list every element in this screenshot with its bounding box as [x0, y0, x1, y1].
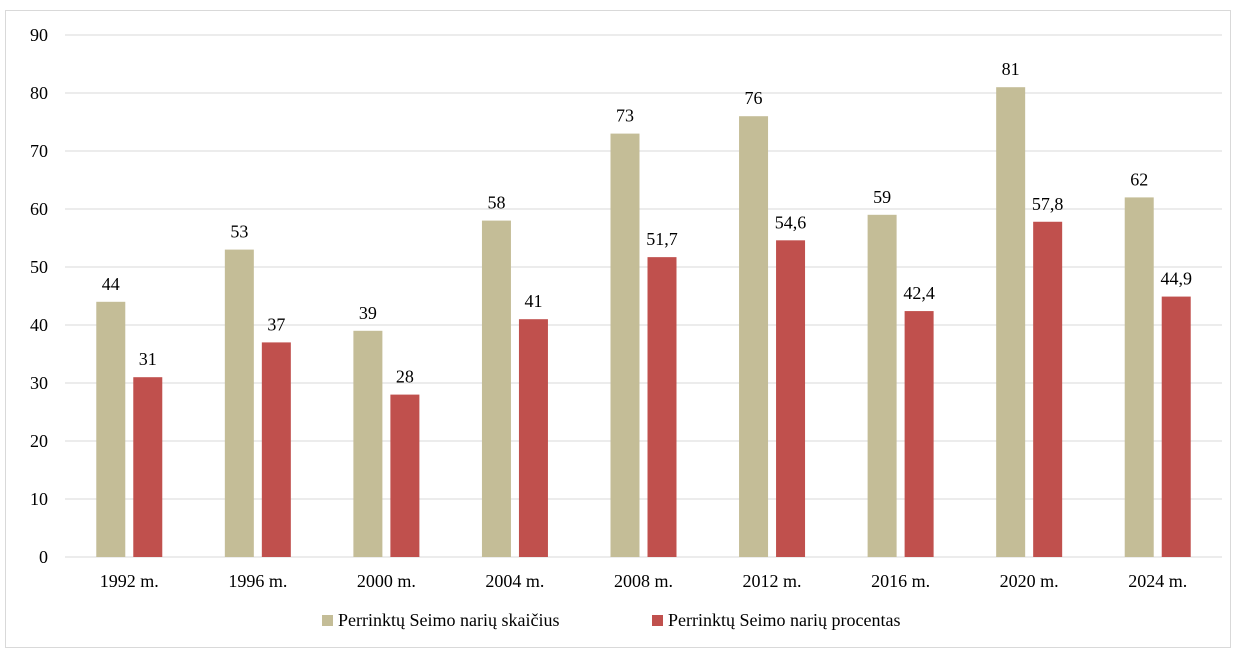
- x-tick-label-6: 2012 m.: [743, 571, 802, 591]
- data-label-1-3: 39: [359, 303, 377, 323]
- data-label-1-7: 59: [873, 187, 891, 207]
- bars: [96, 87, 1191, 558]
- legend: Perrinktų Seimo narių skaičius Perrinktų …: [322, 610, 900, 630]
- data-label-1-1: 44: [102, 274, 120, 294]
- y-tick-label-70: 70: [30, 141, 48, 161]
- data-label-1-5: 73: [616, 106, 634, 126]
- bar-1-9: [1124, 197, 1154, 557]
- bar-1-4: [481, 220, 511, 557]
- y-tick-label-80: 80: [30, 83, 48, 103]
- bar-1-8: [996, 87, 1026, 557]
- y-tick-label-20: 20: [30, 431, 48, 451]
- y-tick-label-30: 30: [30, 373, 48, 393]
- x-tick-label-2: 1996 m.: [228, 571, 287, 591]
- bar-2-5: [647, 257, 677, 557]
- data-label-2-3: 28: [396, 367, 414, 387]
- gridlines: [65, 34, 1222, 558]
- x-tick-label-7: 2016 m.: [871, 571, 930, 591]
- legend-label-2: Perrinktų Seimo narių procentas: [668, 610, 900, 630]
- bar-2-7: [904, 311, 934, 557]
- data-label-1-6: 76: [745, 88, 763, 108]
- legend-swatch-1: [322, 615, 333, 626]
- x-axis: 1992 m. 1996 m. 2000 m. 2004 m. 2008 m. 2012 …: [100, 571, 1187, 591]
- data-label-1-2: 53: [230, 222, 248, 242]
- x-tick-label-5: 2008 m.: [614, 571, 673, 591]
- data-label-2-7: 42,4: [903, 283, 935, 303]
- data-labels: 44 31 53 37 39 28 58 41 73 51,7 76 54,6 59 42,4 81 57,8…: [102, 59, 1192, 386]
- bar-2-4: [518, 319, 548, 557]
- data-label-2-5: 51,7: [646, 229, 678, 249]
- data-label-1-8: 81: [1002, 59, 1020, 79]
- data-label-1-4: 58: [487, 193, 505, 213]
- data-label-2-6: 54,6: [775, 212, 807, 232]
- bar-1-6: [739, 116, 769, 557]
- bar-2-3: [390, 394, 420, 557]
- y-tick-label-60: 60: [30, 199, 48, 219]
- y-tick-label-40: 40: [30, 315, 48, 335]
- bar-2-6: [776, 240, 806, 557]
- y-tick-label-50: 50: [30, 257, 48, 277]
- x-tick-label-3: 2000 m.: [357, 571, 416, 591]
- bar-2-2: [261, 342, 291, 557]
- data-label-2-4: 41: [524, 291, 542, 311]
- bar-1-2: [224, 249, 254, 557]
- bar-1-3: [353, 330, 383, 557]
- y-tick-label-90: 90: [30, 25, 48, 45]
- data-label-2-8: 57,8: [1032, 194, 1064, 214]
- x-tick-label-8: 2020 m.: [1000, 571, 1059, 591]
- bar-1-7: [867, 214, 897, 558]
- legend-swatch-2: [652, 615, 663, 626]
- bar-1-5: [610, 133, 640, 557]
- data-label-2-9: 44,9: [1160, 269, 1192, 289]
- data-label-2-2: 37: [267, 314, 285, 334]
- bar-2-1: [133, 377, 163, 557]
- legend-label-1: Perrinktų Seimo narių skaičius: [338, 610, 559, 630]
- x-tick-label-9: 2024 m.: [1128, 571, 1187, 591]
- x-tick-label-4: 2004 m.: [485, 571, 544, 591]
- y-tick-label-10: 10: [30, 489, 48, 509]
- bar-2-8: [1033, 221, 1063, 557]
- data-label-2-1: 31: [139, 349, 157, 369]
- y-tick-label-0: 0: [39, 547, 48, 567]
- data-label-1-9: 62: [1130, 169, 1148, 189]
- x-tick-label-1: 1992 m.: [100, 571, 159, 591]
- bar-1-1: [96, 301, 126, 557]
- y-axis: 0 10 20 30 40 50 60 70 80 90: [30, 25, 48, 567]
- bar-2-9: [1161, 296, 1191, 557]
